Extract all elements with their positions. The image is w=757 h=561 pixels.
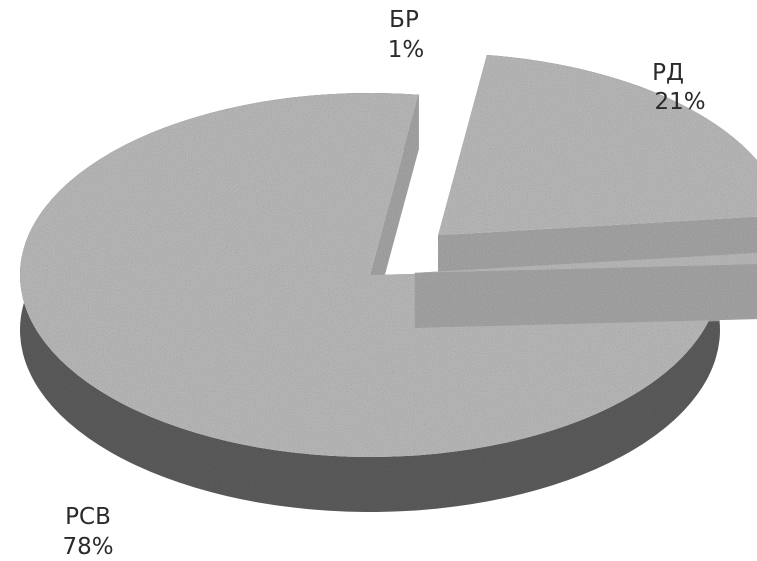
slice-top-face: [414, 252, 757, 273]
slice-value-rsv: 78%: [62, 534, 113, 560]
slice-br: [414, 252, 757, 328]
slice-top-face: [20, 92, 720, 458]
slice-value-rd: 21%: [654, 89, 705, 115]
slice-top-face: [438, 55, 757, 236]
slice-label-rsv: РСВ: [65, 504, 111, 530]
slice-label-rd: РД: [652, 60, 684, 86]
slice-label-br: БР: [389, 7, 419, 33]
slice-cut-wall: [370, 94, 419, 330]
slice-value-br: 1%: [388, 37, 425, 63]
slice-cut-wall: [414, 264, 757, 328]
slice-rd: [438, 55, 757, 291]
